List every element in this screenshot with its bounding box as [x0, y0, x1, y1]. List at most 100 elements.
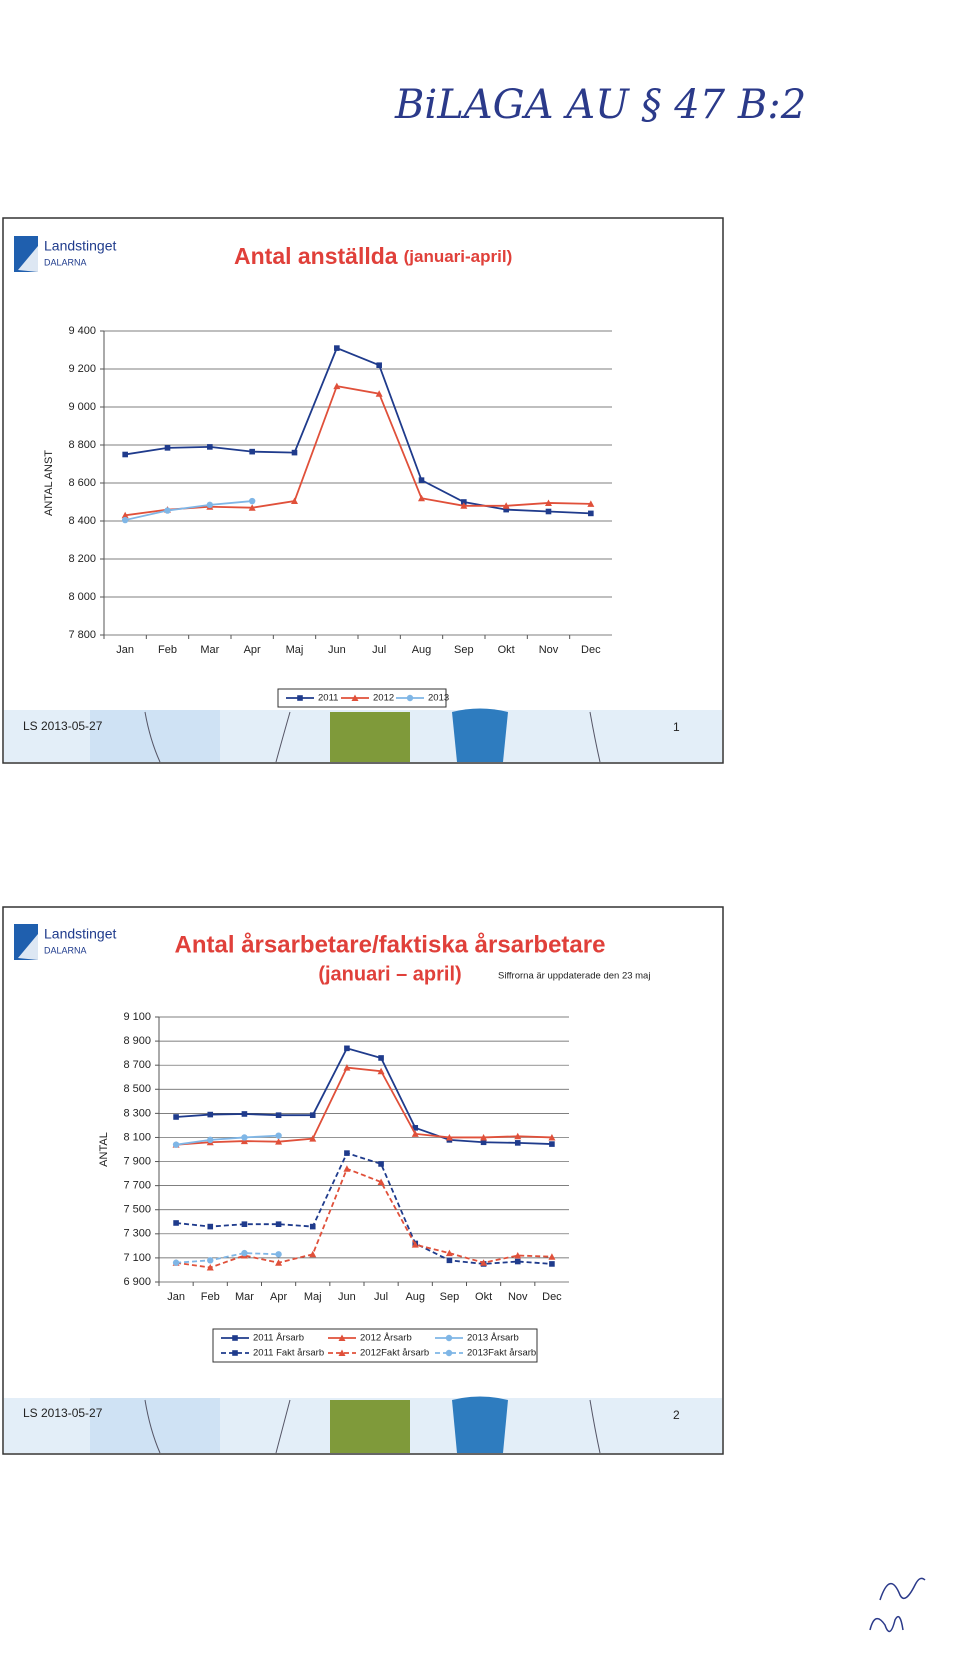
point — [173, 1220, 179, 1226]
update-note: Siffrorna är uppdaterade den 23 maj — [498, 971, 650, 982]
x-tick-label: Jul — [372, 644, 386, 656]
point — [548, 1253, 556, 1260]
legend-label: 2013Fakt årsarb — [467, 1348, 536, 1359]
point — [514, 1258, 521, 1265]
legend-label: 2013 — [428, 693, 449, 704]
slide-frame — [2, 217, 724, 764]
point — [207, 1136, 214, 1144]
point — [446, 1257, 453, 1264]
point — [241, 1249, 248, 1257]
point — [122, 451, 128, 458]
x-tick-label: Maj — [286, 644, 304, 656]
x-tick-label: Apr — [244, 644, 261, 656]
point — [207, 1257, 214, 1264]
legend-label: 2012Fakt årsarb — [360, 1348, 429, 1359]
brand: Landstinget — [44, 926, 117, 942]
y-tick-label: 8 400 — [68, 515, 96, 527]
page-number: 2 — [673, 1408, 680, 1422]
point — [121, 511, 129, 519]
point — [309, 1250, 317, 1258]
x-tick-label: Okt — [498, 644, 515, 656]
point — [343, 1165, 351, 1172]
point — [480, 1133, 488, 1141]
x-tick-label: Feb — [201, 1291, 220, 1303]
y-tick-label: 7 800 — [68, 629, 96, 641]
point — [164, 445, 171, 451]
y-tick-label: 9 400 — [68, 325, 96, 337]
logo-mark — [18, 246, 38, 272]
title-sub: (januari-april) — [404, 247, 513, 266]
footer-date: LS 2013-05-27 — [23, 1406, 103, 1420]
x-tick-label: Mar — [200, 644, 219, 656]
legend: 2011 Årsarb 2012 Årsarb 2013 Årsarb 2011 Fa… — [212, 1328, 538, 1363]
series-line — [176, 1047, 552, 1145]
x-tick-label: Aug — [405, 1291, 425, 1303]
point — [480, 1259, 488, 1266]
point — [480, 1139, 487, 1146]
point — [460, 502, 468, 509]
footer-band — [4, 708, 722, 763]
slide-subtitle: (januari – april) — [318, 963, 461, 985]
point — [461, 499, 467, 505]
x-tick-label: Sep — [440, 1291, 460, 1303]
point — [164, 507, 171, 514]
legend-marker — [445, 1349, 453, 1357]
point — [248, 497, 256, 505]
x-tick-label: Feb — [158, 644, 177, 656]
point — [291, 497, 298, 505]
slide: Landstinget DALARNA Antal anställda (janu… — [2, 217, 724, 764]
legend-label: 2011 Årsarb — [253, 1333, 304, 1344]
point — [333, 382, 341, 390]
point — [514, 1132, 522, 1140]
series-line — [175, 1167, 552, 1269]
point — [241, 1111, 248, 1117]
point — [240, 1137, 248, 1145]
point — [445, 1133, 453, 1141]
y-tick-label: 6 900 — [123, 1276, 151, 1288]
footer-band — [4, 1396, 722, 1454]
y-tick-label: 9 100 — [123, 1011, 151, 1023]
point — [344, 1045, 350, 1052]
legend-marker — [338, 1334, 346, 1341]
legend-label: 2013 Årsarb — [467, 1333, 519, 1344]
point — [549, 1261, 555, 1267]
point — [206, 1264, 214, 1271]
x-tick-label: Jan — [167, 1291, 185, 1303]
point — [549, 1141, 555, 1147]
point — [309, 1135, 317, 1142]
point — [343, 1064, 351, 1071]
point — [375, 390, 383, 397]
legend-label: 2012 — [373, 693, 394, 704]
series-line — [125, 346, 591, 515]
x-tick-label: Nov — [539, 644, 559, 656]
point — [412, 1125, 419, 1131]
point — [207, 1223, 214, 1230]
point — [248, 504, 256, 511]
point — [378, 1161, 384, 1167]
handwritten-annotation: BiLAGA AU § 47 B:2 — [394, 82, 806, 128]
point — [241, 1134, 248, 1141]
point — [275, 1132, 282, 1139]
y-tick-label: 8 000 — [68, 591, 96, 603]
x-tick-label: Dec — [542, 1291, 562, 1303]
chart: 7 800 8 000 8 200 8 400 8 600 8 800 9 000 9 200… — [43, 325, 612, 708]
series-line — [175, 1152, 552, 1265]
legend-marker — [445, 1334, 453, 1342]
point — [275, 1138, 283, 1145]
point — [241, 1221, 248, 1227]
x-tick-label: Aug — [412, 644, 432, 656]
legend-label: 2012 Årsarb — [360, 1333, 412, 1344]
point — [249, 448, 255, 455]
y-tick-label: 8 300 — [123, 1107, 151, 1119]
point — [548, 1133, 556, 1141]
x-tick-label: Jun — [328, 644, 346, 656]
x-tick-label: Apr — [270, 1291, 287, 1303]
region: DALARNA — [44, 257, 87, 267]
series-line — [176, 1066, 552, 1146]
point — [206, 501, 214, 509]
y-tick-label: 9 000 — [68, 401, 96, 413]
point — [275, 1251, 282, 1258]
y-tick-label: 8 200 — [68, 553, 96, 565]
x-tick-label: Okt — [475, 1291, 492, 1303]
